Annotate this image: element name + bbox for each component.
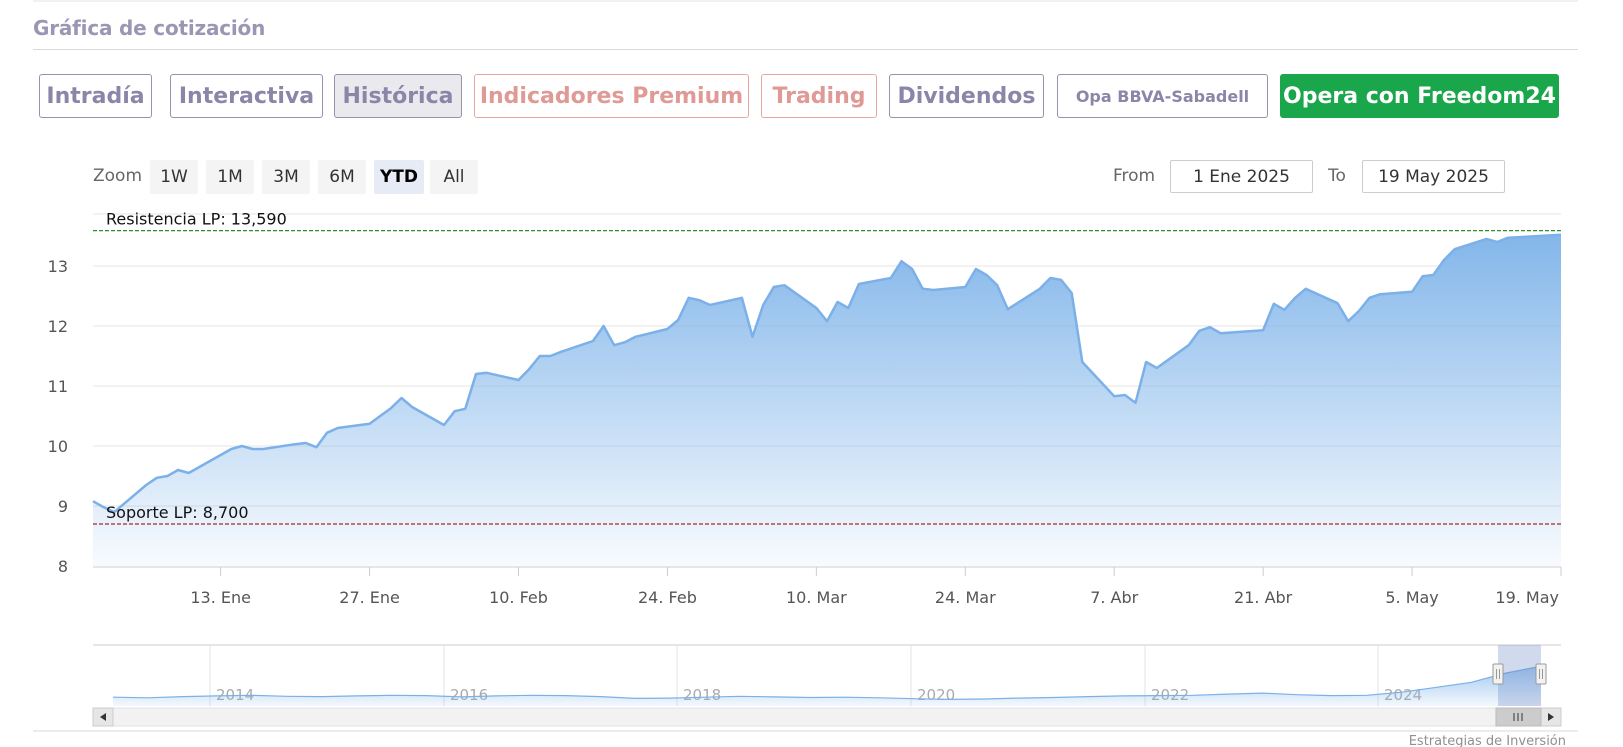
x-tick-label: 19. May bbox=[1495, 588, 1559, 607]
tab-indicadores-premium[interactable]: Indicadores Premium bbox=[474, 74, 749, 118]
scrollbar-thumb[interactable] bbox=[1495, 707, 1542, 727]
x-tick-label: 21. Abr bbox=[1234, 588, 1293, 607]
tab-opa-bbva-sabadell[interactable]: Opa BBVA-Sabadell bbox=[1057, 74, 1268, 118]
tab-intradia[interactable]: Intradía bbox=[39, 74, 152, 118]
zoom-3m-button[interactable]: 3M bbox=[262, 160, 310, 194]
price-line bbox=[92, 233, 1562, 514]
navigator-area bbox=[113, 666, 1541, 706]
y-tick-label: 9 bbox=[58, 497, 68, 516]
handle-body bbox=[1535, 663, 1547, 685]
x-tick-label: 24. Feb bbox=[638, 588, 697, 607]
x-tick-label: 27. Ene bbox=[339, 588, 400, 607]
y-tick-label: 11 bbox=[48, 377, 68, 396]
x-tick-label: 5. May bbox=[1385, 588, 1438, 607]
y-tick-label: 8 bbox=[58, 557, 68, 576]
navigator-line bbox=[112, 665, 1542, 701]
navigator-selection bbox=[1498, 645, 1541, 706]
zoom-ytd-button[interactable]: YTD bbox=[374, 160, 424, 194]
x-tick-label: 10. Mar bbox=[786, 588, 847, 607]
y-tick-label: 13 bbox=[48, 257, 68, 276]
scrollbar-track bbox=[92, 707, 1562, 727]
y-tick-label: 10 bbox=[48, 437, 68, 456]
x-tick-label: 13. Ene bbox=[190, 588, 251, 607]
x-tick-label: 24. Mar bbox=[935, 588, 996, 607]
title-divider bbox=[33, 49, 1578, 50]
zoom-all-button[interactable]: All bbox=[430, 160, 478, 194]
y-tick-label: 12 bbox=[48, 317, 68, 336]
navigator-right-handle[interactable] bbox=[1535, 663, 1547, 685]
range-to-label: To bbox=[1328, 166, 1346, 186]
freedom24-button[interactable]: Opera con Freedom24 bbox=[1280, 74, 1559, 118]
chevron-right-icon bbox=[1548, 713, 1554, 721]
top-divider bbox=[33, 0, 1578, 2]
support-label: Soporte LP: 8,700 bbox=[106, 503, 249, 522]
scrollbar-right-button[interactable] bbox=[1540, 707, 1562, 727]
chevron-left-icon bbox=[100, 713, 106, 721]
x-tick-label: 10. Feb bbox=[489, 588, 548, 607]
resistance-label: Resistencia LP: 13,590 bbox=[106, 210, 287, 229]
tab-trading[interactable]: Trading bbox=[761, 74, 877, 118]
zoom-6m-button[interactable]: 6M bbox=[318, 160, 366, 194]
zoom-1m-button[interactable]: 1M bbox=[206, 160, 254, 194]
handle-body bbox=[1492, 663, 1504, 685]
scrollbar-left-button[interactable] bbox=[92, 707, 114, 727]
navigator-left-handle[interactable] bbox=[1492, 663, 1504, 685]
credit-text: Estrategias de Inversión bbox=[1408, 734, 1566, 747]
x-tick-label: 7. Abr bbox=[1090, 588, 1138, 607]
zoom-label: Zoom bbox=[93, 166, 143, 186]
section-title: Gráfica de cotización bbox=[33, 16, 266, 40]
range-from-input[interactable]: 1 Ene 2025 bbox=[1170, 160, 1313, 193]
tab-historica[interactable]: Histórica bbox=[334, 74, 462, 118]
range-to-input[interactable]: 19 May 2025 bbox=[1362, 160, 1505, 193]
tab-interactiva[interactable]: Interactiva bbox=[170, 74, 323, 118]
tab-dividendos[interactable]: Dividendos bbox=[889, 74, 1044, 118]
range-from-label: From bbox=[1113, 166, 1156, 186]
zoom-1w-button[interactable]: 1W bbox=[150, 160, 198, 194]
price-area bbox=[93, 234, 1561, 567]
